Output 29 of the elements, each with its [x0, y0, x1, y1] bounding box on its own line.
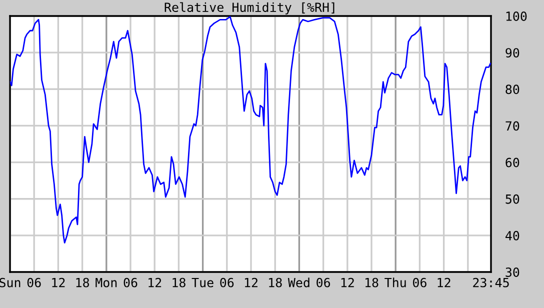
y-tick-label: 30	[506, 268, 520, 277]
x-tick-label: 06	[412, 278, 426, 288]
x-tick-label: 12	[148, 278, 162, 288]
x-tick-label: 12	[438, 278, 450, 288]
x-tick-label: 12	[244, 278, 258, 288]
y-tick-label: 90	[506, 48, 520, 58]
x-tick-label: 18	[172, 278, 186, 288]
x-tick-label: Tue	[192, 278, 214, 288]
x-tick-label: 06	[124, 278, 138, 288]
x-tick-label: Thu	[384, 278, 406, 288]
x-tick-label: 18	[269, 278, 282, 288]
x-tick-label: 23:45	[473, 278, 509, 288]
x-tick-label: 18	[76, 278, 90, 288]
y-tick-label: 60	[506, 158, 520, 168]
y-tick-label: 70	[506, 121, 520, 131]
y-tick-label: 50	[506, 194, 520, 204]
x-tick-label: 12	[341, 278, 354, 288]
y-tick-label: 80	[506, 84, 520, 94]
x-tick-label: 06	[316, 278, 330, 288]
x-tick-label: Wed	[288, 278, 310, 288]
x-tick-label: Mon	[96, 278, 117, 288]
x-tick-label: 18	[365, 278, 378, 288]
x-tick-label: 06	[27, 278, 41, 288]
y-tick-label: 40	[506, 230, 520, 240]
x-tick-label: 12	[52, 278, 65, 288]
chart-title: Relative Humidity [%RH]	[164, 2, 334, 14]
y-tick-label: 100	[506, 12, 527, 21]
x-tick-label: Sun	[0, 278, 20, 288]
x-tick-label: 06	[220, 278, 234, 288]
